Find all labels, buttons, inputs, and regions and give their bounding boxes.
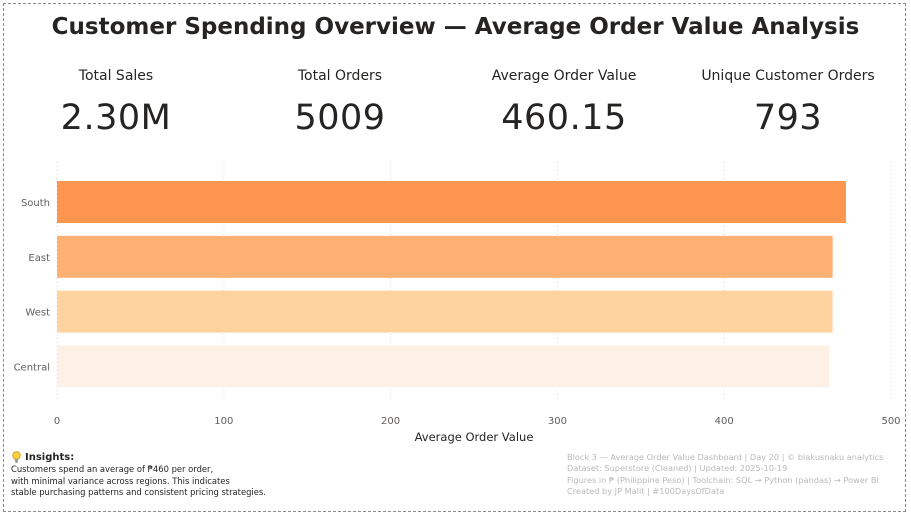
kpi-label: Total Sales	[78, 68, 154, 84]
x-tick-label: 0	[54, 416, 60, 427]
footer-line: Block 3 — Average Order Value Dashboard …	[567, 452, 884, 462]
page-title: Customer Spending Overview — Average Ord…	[51, 14, 860, 40]
y-category-label: West	[25, 308, 50, 319]
y-category-label: Central	[14, 362, 50, 373]
insights-heading: Insights:	[11, 451, 311, 463]
y-category-label: South	[21, 198, 50, 209]
kpi-value: 5009	[294, 98, 386, 138]
kpi-value: 460.15	[501, 98, 627, 138]
bar-south[interactable]	[57, 181, 846, 223]
x-tick-label: 400	[715, 416, 734, 427]
kpi-card-unique-customer-orders[interactable]: Unique Customer Orders 793	[688, 68, 888, 138]
x-tick-label: 500	[881, 416, 900, 427]
kpi-label: Total Orders	[297, 68, 383, 84]
insights-heading-text: Insights:	[25, 451, 75, 463]
insights-line: with minimal variance across regions. Th…	[11, 475, 230, 486]
x-tick-label: 100	[214, 416, 233, 427]
insights-text: Customers spend an average of ₱460 per o…	[11, 464, 311, 499]
lightbulb-icon	[12, 451, 21, 463]
footer-credits: Block 3 — Average Order Value Dashboard …	[567, 452, 897, 497]
dashboard-frame	[3, 3, 906, 512]
bar-east[interactable]	[57, 235, 833, 278]
insights-line: Customers spend an average of ₱460 per o…	[11, 464, 214, 474]
bar-west[interactable]	[57, 290, 833, 333]
footer-line: Created by JP Malit | #100DaysOfData	[567, 485, 725, 496]
y-category-label: East	[28, 253, 50, 264]
kpi-value: 2.30M	[60, 98, 172, 138]
bar-central[interactable]	[57, 345, 830, 388]
kpi-label: Unique Customer Orders	[701, 68, 875, 84]
footer-line: Figures in ₱ (Philippine Peso) | Toolcha…	[567, 474, 879, 485]
x-axis-title: Average Order Value	[415, 430, 534, 444]
footer-line: Dataset: Superstore (Cleaned) | Updated:…	[567, 463, 788, 474]
kpi-card-total-orders[interactable]: Total Orders 5009	[240, 68, 440, 138]
insights-panel: Insights: Customers spend an average of …	[11, 451, 311, 499]
x-tick-label: 200	[381, 416, 400, 427]
x-tick-label: 300	[548, 416, 567, 427]
kpi-value: 793	[753, 98, 823, 138]
kpi-label: Average Order Value	[491, 68, 637, 84]
kpi-card-total-sales[interactable]: Total Sales 2.30M	[16, 68, 216, 138]
insights-line: stable purchasing patterns and consisten…	[11, 487, 266, 497]
kpi-card-average-order-value[interactable]: Average Order Value 460.15	[464, 68, 664, 138]
